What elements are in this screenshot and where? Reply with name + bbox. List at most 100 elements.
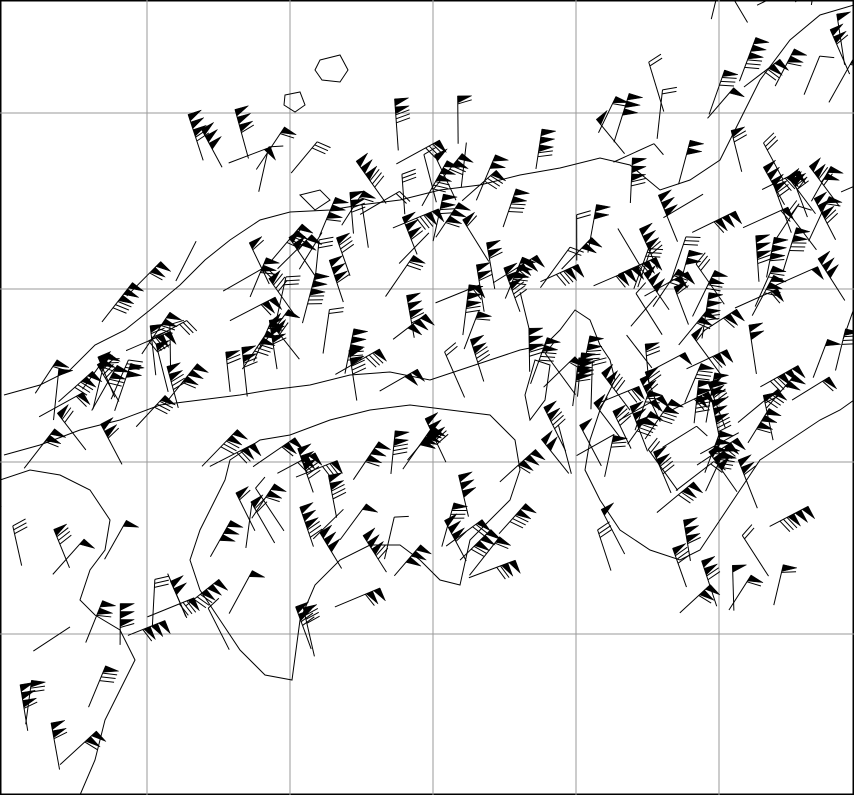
wind-barb [12, 518, 28, 566]
barb-tick [392, 451, 408, 456]
wind-barb [424, 412, 449, 463]
barb-staff [595, 118, 625, 154]
barb-tick [252, 239, 265, 251]
wind-barb [462, 212, 490, 262]
barb-flag [649, 399, 663, 412]
wind-barb [341, 190, 376, 226]
barb-flag [407, 300, 422, 311]
wind-barb [772, 266, 824, 288]
barb-flag [547, 407, 561, 422]
barb-tick [648, 53, 662, 63]
barb-staff [828, 57, 854, 103]
barb-flag [268, 320, 285, 328]
barb-flag [362, 527, 376, 542]
barb-flag [405, 556, 422, 567]
barb-flag [678, 352, 693, 366]
barb-tick [698, 595, 712, 604]
wind-barb [319, 524, 343, 569]
barb-flag [781, 206, 795, 221]
barb-flag [827, 166, 844, 174]
wind-barb [187, 109, 210, 161]
wind-barb [398, 232, 430, 264]
barb-flag [119, 611, 135, 619]
wind-barb [579, 418, 602, 467]
wind-barb [754, 265, 787, 307]
barb-staff [842, 306, 854, 339]
barb-tick [563, 270, 574, 283]
barb-tick [477, 353, 491, 363]
barb-tick [399, 191, 411, 202]
barb-staff [100, 423, 123, 465]
barb-staff [312, 508, 344, 540]
wind-barb [755, 234, 772, 282]
barb-tick [756, 428, 771, 434]
barb-tick [681, 491, 694, 501]
barb-flag [350, 336, 367, 344]
barb-flag [330, 460, 343, 474]
wind-barb [762, 392, 779, 441]
barb-flag [125, 370, 142, 378]
barb-flag [155, 261, 172, 272]
barb-tick [513, 285, 526, 295]
wind-barb [475, 154, 509, 201]
wind-barb [693, 380, 713, 424]
barb-flag [523, 259, 538, 272]
barb-flag [250, 494, 264, 509]
barb-flag [701, 556, 716, 568]
wind-barb [255, 476, 285, 532]
barb-tick [706, 287, 721, 292]
wind-barb [773, 180, 792, 233]
barb-flag [349, 344, 365, 352]
barb-staff [253, 320, 272, 362]
barb-tick [769, 380, 782, 392]
barb-tick [822, 380, 834, 392]
barb-flag [76, 392, 91, 405]
oki-islands [283, 54, 349, 113]
barb-flag [707, 377, 722, 390]
barb-flag [823, 173, 840, 181]
barb-flag [753, 37, 770, 45]
wind-barb [379, 368, 425, 392]
wind-barb [432, 193, 458, 242]
wind-barb [635, 282, 663, 335]
barb-flag [187, 109, 202, 122]
barb-tick [186, 600, 197, 613]
barb-tick [375, 544, 387, 556]
wind-barb [617, 228, 642, 267]
barb-flag [487, 247, 502, 258]
barb-flag [672, 543, 687, 556]
barb-tick [277, 279, 288, 292]
barb-flag [829, 23, 844, 37]
wind-barb [175, 240, 197, 282]
wind-barb [251, 483, 287, 519]
wind-barb [540, 430, 570, 474]
barb-tick [328, 311, 344, 315]
barb-tick [159, 400, 174, 409]
barb-tick [684, 240, 700, 242]
barb-tick [646, 350, 661, 357]
barb-flag [479, 534, 496, 546]
barb-staff [258, 146, 270, 192]
barb-flag [750, 44, 767, 52]
barb-staff [396, 139, 440, 165]
barb-tick [75, 395, 87, 407]
wind-barb [595, 110, 625, 154]
barb-flag [52, 728, 67, 739]
wind-barb [468, 559, 521, 580]
barb-flag [53, 523, 67, 537]
barb-tick [316, 141, 331, 149]
barb-flag [720, 349, 734, 363]
wind-barb [653, 446, 675, 494]
barb-tick [569, 246, 584, 253]
wind-barb [683, 517, 701, 561]
barb-flag [510, 196, 527, 204]
barb-flag [200, 588, 216, 601]
barb-staff [268, 278, 296, 316]
barb-tick [598, 525, 612, 535]
inland-sea-coast [3, 309, 854, 561]
barb-tick [658, 418, 673, 425]
barb-tick [509, 207, 525, 210]
barb-flag [756, 242, 771, 252]
barb-tick [615, 275, 626, 288]
barb-tick [649, 374, 662, 384]
